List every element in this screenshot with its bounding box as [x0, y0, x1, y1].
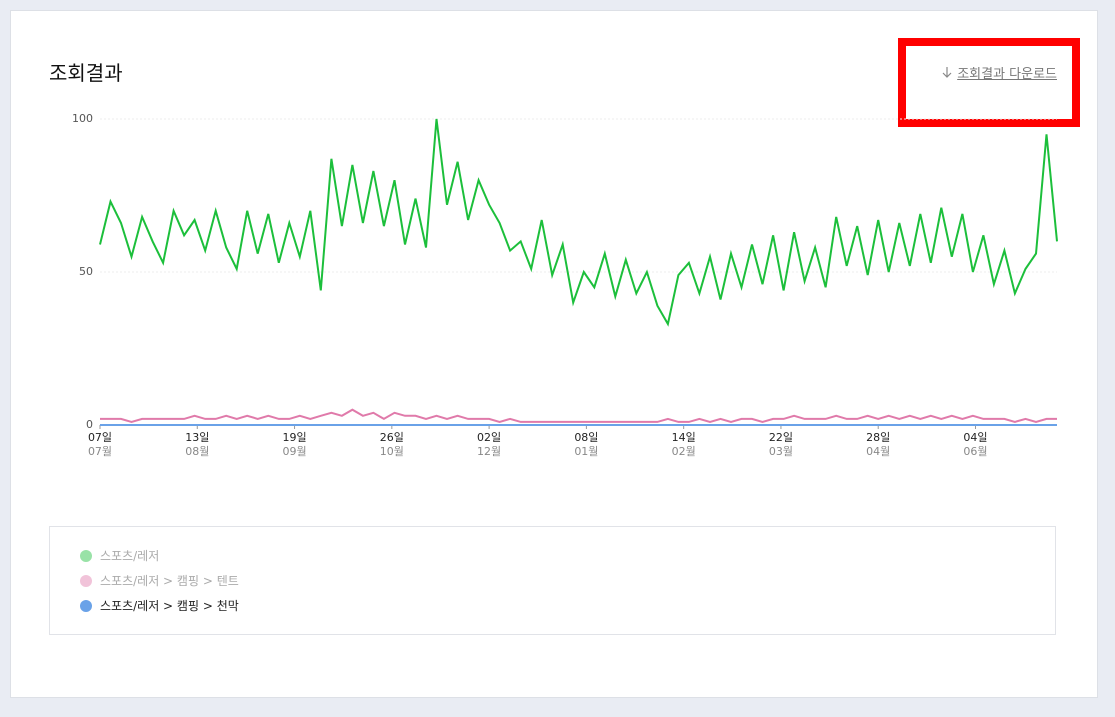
y-tick-label: 100 [72, 112, 93, 125]
x-tick-month: 03월 [769, 445, 793, 458]
x-tick-label: 04일 [963, 430, 987, 444]
legend-item[interactable]: 스포츠/레저 > 캠핑 > 천막 [80, 597, 239, 614]
legend-dot [80, 574, 92, 587]
legend-label: 스포츠/레저 [100, 549, 160, 563]
x-tick-month: 07월 [88, 445, 112, 458]
result-card: 조회결과 조회결과 다운로드 스포츠/레저 스포츠/레저 > 캠핑 > 텐트 스포츠… [10, 10, 1098, 698]
chart: 05010007일07월13일08월19일09월26일10월02일12월08일0… [72, 112, 1058, 458]
legend-dot [80, 549, 92, 562]
legend-label: 스포츠/레저 > 캠핑 > 텐트 [100, 574, 239, 588]
x-tick-month: 01월 [574, 445, 598, 458]
x-tick-month: 04월 [866, 445, 890, 458]
download-icon [942, 67, 952, 78]
x-tick-label: 28일 [866, 430, 890, 444]
legend-item[interactable]: 스포츠/레저 > 캠핑 > 텐트 [80, 572, 239, 589]
download-text[interactable]: 조회결과 다운로드 [957, 67, 1057, 82]
y-tick-label: 0 [86, 418, 93, 431]
x-tick-month: 10월 [380, 445, 404, 458]
legend-label: 스포츠/레저 > 캠핑 > 천막 [100, 599, 239, 613]
legend-dot [80, 599, 92, 612]
x-tick-label: 13일 [185, 430, 209, 444]
x-tick-label: 08일 [574, 430, 598, 444]
x-tick-month: 12월 [477, 445, 501, 458]
highlight-box [898, 38, 1080, 127]
y-tick-label: 50 [79, 265, 93, 278]
x-tick-month: 09월 [282, 445, 306, 458]
download-link[interactable]: 조회결과 다운로드 [941, 63, 1057, 82]
x-tick-label: 19일 [282, 430, 306, 444]
x-tick-label: 22일 [769, 430, 793, 444]
x-tick-label: 14일 [672, 430, 696, 444]
legend-item[interactable]: 스포츠/레저 [80, 547, 159, 564]
series-line [100, 408, 1057, 423]
x-tick-label: 26일 [380, 430, 404, 444]
x-tick-month: 06월 [963, 445, 987, 458]
x-tick-month: 08월 [185, 445, 209, 458]
x-tick-label: 07일 [88, 430, 112, 444]
series-line [99, 118, 1058, 327]
x-tick-month: 02월 [672, 445, 696, 458]
panel-title: 조회결과 [49, 61, 123, 85]
x-tick-label: 02일 [477, 430, 501, 444]
